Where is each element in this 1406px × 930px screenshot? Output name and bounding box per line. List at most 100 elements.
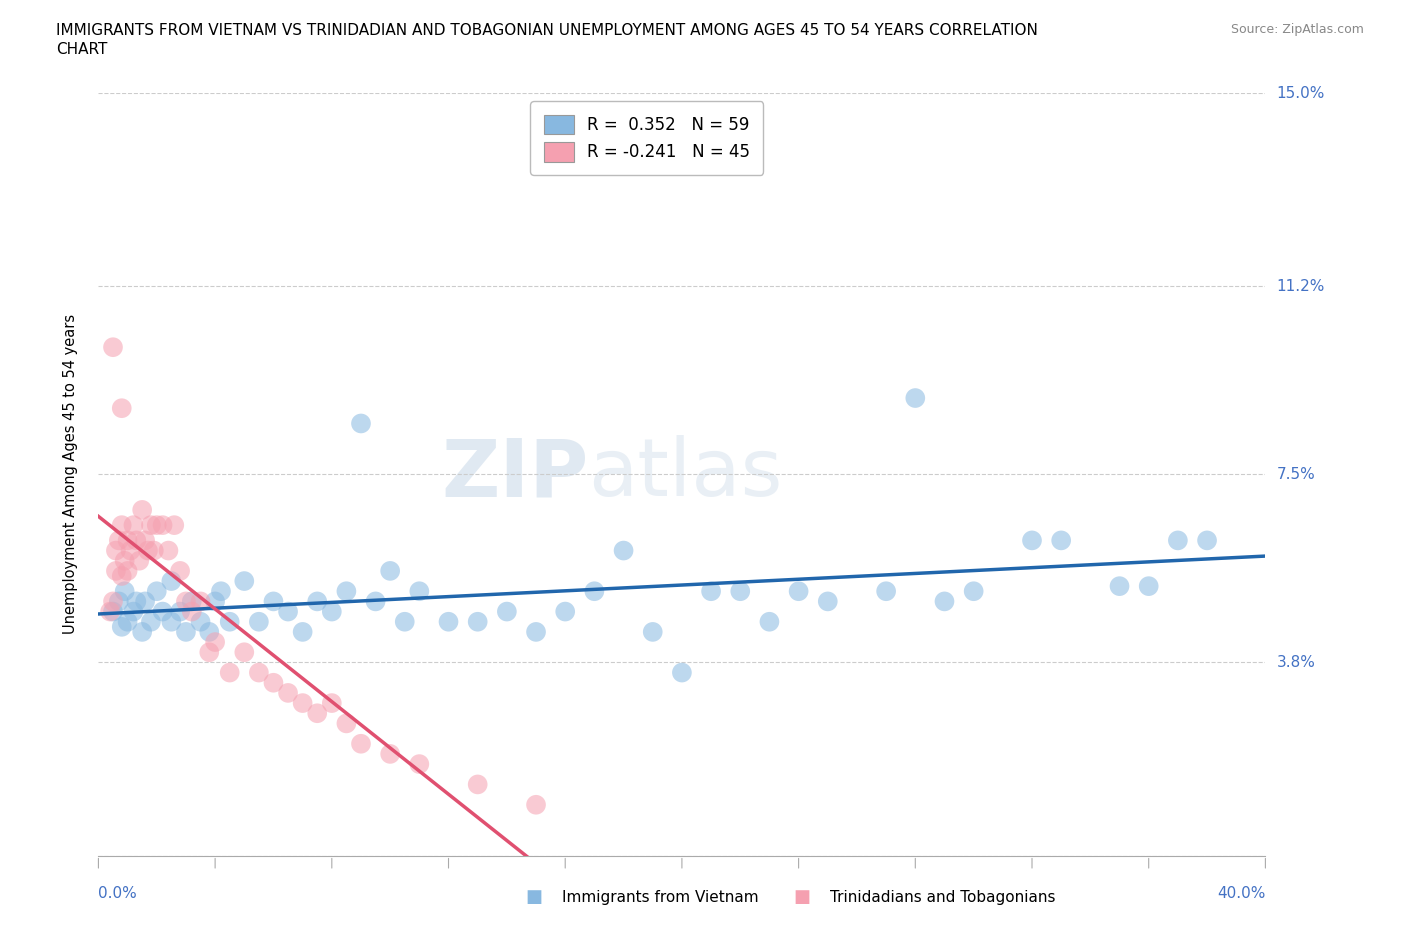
Point	[120, 543, 142, 558]
Point	[111, 518, 134, 533]
Point	[408, 584, 430, 599]
Point	[111, 619, 134, 634]
Point	[139, 615, 162, 630]
Point	[291, 696, 314, 711]
Point	[204, 594, 226, 609]
Point	[671, 665, 693, 680]
Point	[152, 518, 174, 533]
Point	[108, 533, 131, 548]
Text: 11.2%: 11.2%	[1277, 279, 1324, 294]
Point	[101, 339, 124, 354]
Point	[125, 533, 148, 548]
Point	[160, 574, 183, 589]
Point	[1167, 533, 1189, 548]
Point	[104, 543, 127, 558]
Point	[180, 594, 202, 609]
Point	[152, 604, 174, 619]
Text: 3.8%: 3.8%	[1277, 655, 1316, 670]
Point	[169, 564, 191, 578]
Point	[277, 685, 299, 700]
Point	[247, 665, 270, 680]
Point	[612, 543, 634, 558]
Point	[467, 777, 489, 791]
Point	[291, 624, 314, 639]
Point	[190, 615, 212, 630]
Point	[146, 584, 169, 599]
Point	[730, 584, 752, 599]
Point	[817, 594, 839, 609]
Point	[934, 594, 956, 609]
Point	[134, 533, 156, 548]
Point	[125, 594, 148, 609]
Text: 0.0%: 0.0%	[98, 886, 138, 901]
Point	[262, 675, 284, 690]
Point	[174, 624, 197, 639]
Point	[180, 604, 202, 619]
Point	[198, 644, 221, 659]
Point	[467, 615, 489, 630]
Point	[218, 665, 240, 680]
Point	[114, 584, 136, 599]
Point	[758, 615, 780, 630]
Point	[111, 568, 134, 583]
Point	[350, 737, 373, 751]
Point	[321, 604, 343, 619]
Text: Trinidadians and Tobagonians: Trinidadians and Tobagonians	[830, 890, 1054, 905]
Point	[364, 594, 387, 609]
Point	[1050, 533, 1073, 548]
Point	[496, 604, 519, 619]
Point	[1021, 533, 1043, 548]
Point	[380, 747, 402, 762]
Point	[122, 518, 145, 533]
Point	[787, 584, 810, 599]
Point	[583, 584, 606, 599]
Point	[111, 401, 134, 416]
Point	[437, 615, 460, 630]
Point	[209, 584, 232, 599]
Legend: R =  0.352   N = 59, R = -0.241   N = 45: R = 0.352 N = 59, R = -0.241 N = 45	[530, 101, 763, 175]
Text: 15.0%: 15.0%	[1277, 86, 1324, 100]
Point	[163, 518, 186, 533]
Point	[307, 594, 329, 609]
Point	[321, 696, 343, 711]
Text: atlas: atlas	[589, 435, 783, 513]
Point	[174, 594, 197, 609]
Text: CHART: CHART	[56, 42, 108, 57]
Point	[114, 553, 136, 568]
Point	[962, 584, 984, 599]
Point	[169, 604, 191, 619]
Point	[394, 615, 416, 630]
Point	[524, 797, 547, 812]
Point	[262, 594, 284, 609]
Point	[408, 757, 430, 772]
Point	[1108, 578, 1130, 593]
Text: 7.5%: 7.5%	[1277, 467, 1315, 482]
Point	[134, 594, 156, 609]
Point	[875, 584, 897, 599]
Point	[1137, 578, 1160, 593]
Point	[104, 564, 127, 578]
Point	[277, 604, 299, 619]
Point	[136, 543, 159, 558]
Point	[198, 624, 221, 639]
Point	[122, 604, 145, 619]
Point	[117, 533, 139, 548]
Text: ■: ■	[526, 888, 543, 907]
Point	[98, 604, 121, 619]
Point	[233, 644, 256, 659]
Text: Immigrants from Vietnam: Immigrants from Vietnam	[562, 890, 759, 905]
Point	[101, 594, 124, 609]
Point	[233, 574, 256, 589]
Point	[190, 594, 212, 609]
Point	[142, 543, 165, 558]
Point	[524, 624, 547, 639]
Point	[131, 624, 153, 639]
Point	[335, 584, 357, 599]
Point	[146, 518, 169, 533]
Point	[157, 543, 180, 558]
Point	[350, 416, 373, 431]
Point	[904, 391, 927, 405]
Point	[641, 624, 664, 639]
Point	[117, 615, 139, 630]
Text: ZIP: ZIP	[441, 435, 589, 513]
